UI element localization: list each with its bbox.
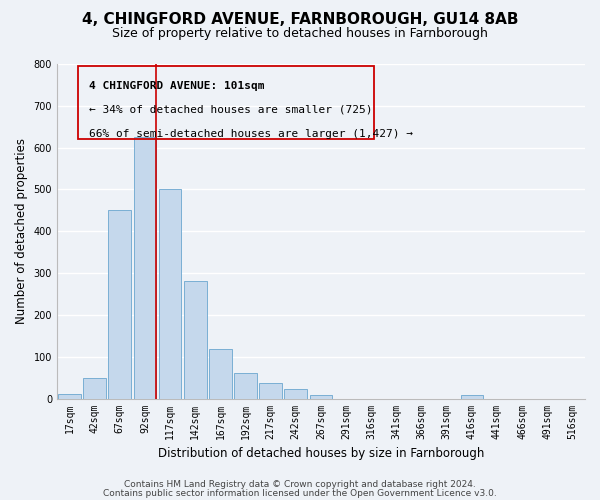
Bar [461,395,483,398]
Text: ← 34% of detached houses are smaller (725): ← 34% of detached houses are smaller (72… [89,105,372,115]
Text: Size of property relative to detached houses in Farnborough: Size of property relative to detached ho… [112,28,488,40]
Bar [234,374,257,398]
Bar [284,390,307,398]
Bar [259,382,282,398]
Text: Contains HM Land Registry data © Crown copyright and database right 2024.: Contains HM Land Registry data © Crown c… [124,480,476,489]
Bar [134,137,156,398]
Bar [78,66,374,140]
Text: 4, CHINGFORD AVENUE, FARNBOROUGH, GU14 8AB: 4, CHINGFORD AVENUE, FARNBOROUGH, GU14 8… [82,12,518,28]
Bar [184,282,206,399]
Bar [209,349,232,399]
Bar [159,190,181,398]
Text: 66% of semi-detached houses are larger (1,427) →: 66% of semi-detached houses are larger (… [89,129,413,139]
Bar [109,210,131,398]
X-axis label: Distribution of detached houses by size in Farnborough: Distribution of detached houses by size … [158,447,484,460]
Bar [58,394,81,398]
Bar [310,395,332,398]
Text: 4 CHINGFORD AVENUE: 101sqm: 4 CHINGFORD AVENUE: 101sqm [89,80,264,90]
Y-axis label: Number of detached properties: Number of detached properties [15,138,28,324]
Text: Contains public sector information licensed under the Open Government Licence v3: Contains public sector information licen… [103,490,497,498]
Bar [83,378,106,398]
